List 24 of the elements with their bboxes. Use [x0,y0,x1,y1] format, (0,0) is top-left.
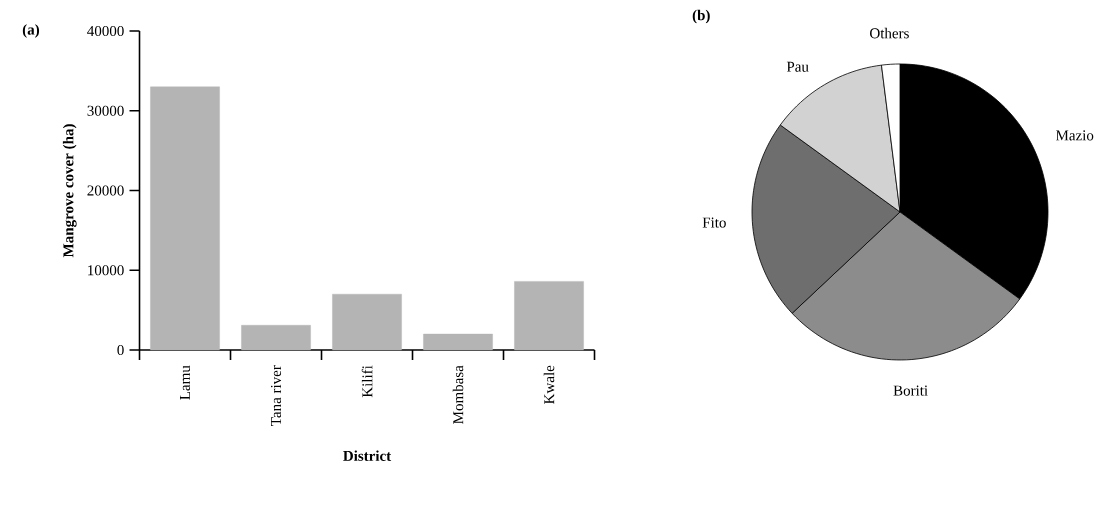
bar [514,281,584,351]
x-axis-title: District [343,450,392,461]
slice-label: Mazio [1055,130,1094,141]
slice-label: Boriti [893,385,928,396]
x-tick-label: Kilifi [361,365,373,398]
bar [241,325,311,351]
x-tick-label: Lamu [180,365,190,400]
chart-title: (b) [692,9,710,24]
y-tick-label: 10000 [88,265,124,276]
x-tick-label: Kwale [543,365,555,404]
y-tick-label: 30000 [87,105,124,116]
y-tick-label: 40000 [87,25,124,37]
bar [423,333,493,351]
slice-label: Pau [786,61,809,72]
x-tick-label: Tana river [270,365,282,426]
y-tick-label: 0 [117,344,124,356]
x-tick-label: Mombasa [452,365,464,424]
bar [150,86,220,351]
chart-title: (a) [22,24,40,38]
y-axis-title: Mangrove cover (ha) [62,124,77,258]
bar [332,293,402,351]
y-tick-label: 20000 [87,185,124,196]
slice-label: Others [870,27,909,39]
slice-label: Fito [702,217,726,228]
